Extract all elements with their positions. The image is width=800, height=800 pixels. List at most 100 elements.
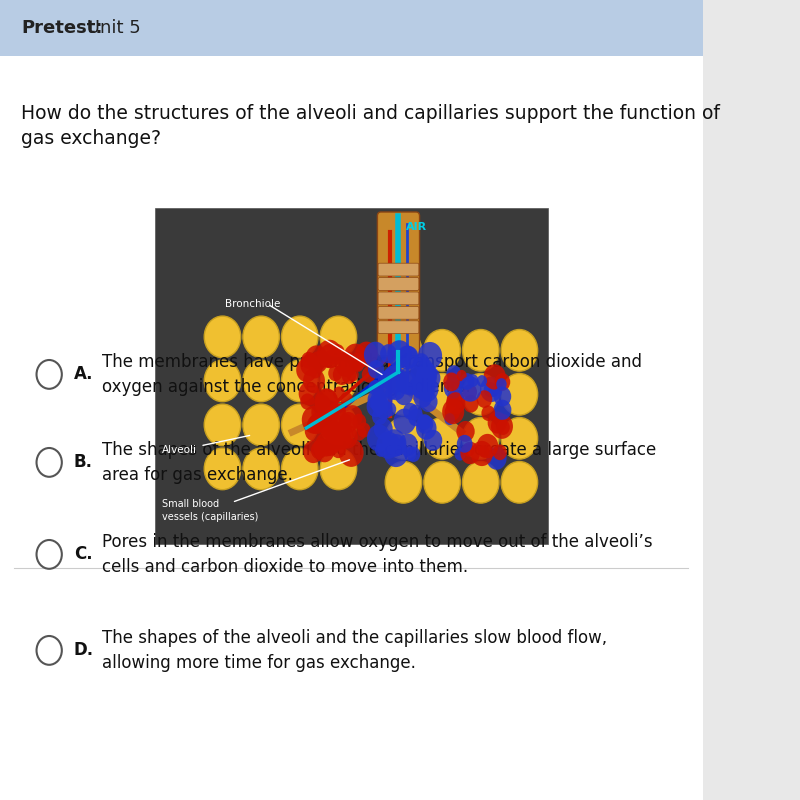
FancyBboxPatch shape bbox=[154, 208, 548, 544]
Circle shape bbox=[328, 366, 342, 382]
Circle shape bbox=[488, 385, 499, 397]
FancyBboxPatch shape bbox=[0, 56, 702, 800]
Circle shape bbox=[370, 394, 389, 414]
Circle shape bbox=[333, 386, 345, 400]
Circle shape bbox=[282, 316, 318, 358]
Circle shape bbox=[414, 386, 432, 408]
Circle shape bbox=[460, 442, 480, 464]
Circle shape bbox=[409, 378, 424, 395]
Circle shape bbox=[324, 350, 338, 365]
Circle shape bbox=[478, 446, 490, 458]
Circle shape bbox=[329, 422, 354, 450]
Circle shape bbox=[424, 374, 460, 415]
Circle shape bbox=[338, 431, 351, 446]
Circle shape bbox=[395, 385, 413, 406]
Circle shape bbox=[419, 391, 438, 412]
Circle shape bbox=[457, 370, 466, 382]
Circle shape bbox=[477, 375, 487, 387]
Text: The shapes of the alveoli and the capillaries create a large surface
area for ga: The shapes of the alveoli and the capill… bbox=[102, 442, 656, 483]
Circle shape bbox=[418, 414, 431, 430]
Circle shape bbox=[462, 374, 499, 415]
Circle shape bbox=[449, 394, 460, 406]
Circle shape bbox=[385, 418, 422, 459]
Circle shape bbox=[204, 316, 241, 358]
Text: How do the structures of the alveoli and capillaries support the function of
gas: How do the structures of the alveoli and… bbox=[21, 104, 720, 148]
Circle shape bbox=[385, 386, 397, 400]
Circle shape bbox=[306, 346, 328, 371]
Circle shape bbox=[491, 414, 513, 439]
Circle shape bbox=[397, 371, 417, 394]
Circle shape bbox=[372, 382, 384, 394]
Text: Pretest:: Pretest: bbox=[21, 19, 102, 37]
Circle shape bbox=[442, 399, 464, 424]
Circle shape bbox=[378, 371, 393, 388]
Circle shape bbox=[355, 342, 378, 367]
Circle shape bbox=[462, 462, 499, 503]
Circle shape bbox=[408, 409, 423, 426]
Circle shape bbox=[364, 342, 387, 368]
Circle shape bbox=[368, 360, 384, 378]
Circle shape bbox=[483, 364, 506, 390]
Circle shape bbox=[477, 390, 492, 408]
Circle shape bbox=[493, 444, 507, 460]
Circle shape bbox=[446, 372, 463, 390]
Circle shape bbox=[494, 373, 510, 391]
Circle shape bbox=[325, 432, 343, 453]
Circle shape bbox=[443, 373, 460, 391]
Circle shape bbox=[444, 378, 462, 398]
Circle shape bbox=[362, 366, 376, 382]
Circle shape bbox=[339, 412, 358, 433]
Circle shape bbox=[338, 438, 364, 467]
Circle shape bbox=[352, 414, 366, 430]
Circle shape bbox=[477, 434, 498, 458]
Circle shape bbox=[415, 375, 434, 398]
Circle shape bbox=[409, 405, 422, 420]
Circle shape bbox=[457, 435, 473, 453]
Circle shape bbox=[416, 377, 438, 402]
Circle shape bbox=[319, 344, 341, 368]
Circle shape bbox=[446, 366, 461, 382]
Circle shape bbox=[447, 389, 465, 409]
Circle shape bbox=[411, 375, 432, 399]
Circle shape bbox=[316, 389, 338, 413]
Circle shape bbox=[375, 443, 386, 457]
Circle shape bbox=[333, 364, 351, 385]
Circle shape bbox=[314, 438, 329, 455]
Circle shape bbox=[384, 402, 396, 416]
Circle shape bbox=[403, 403, 418, 420]
Circle shape bbox=[331, 403, 346, 420]
FancyBboxPatch shape bbox=[0, 0, 702, 56]
Circle shape bbox=[330, 441, 346, 458]
Circle shape bbox=[309, 413, 327, 434]
Circle shape bbox=[369, 380, 382, 395]
Circle shape bbox=[302, 406, 326, 434]
Circle shape bbox=[243, 448, 279, 490]
Circle shape bbox=[301, 352, 316, 369]
Circle shape bbox=[346, 368, 358, 382]
Circle shape bbox=[320, 448, 357, 490]
Circle shape bbox=[417, 414, 433, 434]
Circle shape bbox=[350, 353, 366, 370]
Circle shape bbox=[399, 365, 425, 394]
Circle shape bbox=[314, 440, 334, 462]
Circle shape bbox=[424, 418, 460, 459]
Circle shape bbox=[377, 432, 400, 458]
Circle shape bbox=[376, 400, 393, 419]
Circle shape bbox=[454, 448, 466, 461]
Circle shape bbox=[370, 388, 393, 413]
Circle shape bbox=[330, 344, 345, 361]
Circle shape bbox=[318, 430, 341, 456]
Circle shape bbox=[314, 394, 330, 412]
Circle shape bbox=[420, 380, 436, 398]
Circle shape bbox=[338, 352, 350, 366]
Circle shape bbox=[340, 392, 353, 406]
Circle shape bbox=[320, 404, 357, 446]
Circle shape bbox=[374, 418, 393, 440]
Circle shape bbox=[459, 376, 482, 402]
Circle shape bbox=[317, 340, 342, 368]
FancyBboxPatch shape bbox=[378, 321, 419, 334]
Circle shape bbox=[319, 415, 338, 437]
FancyBboxPatch shape bbox=[378, 306, 419, 319]
FancyBboxPatch shape bbox=[378, 278, 419, 290]
Circle shape bbox=[456, 421, 474, 442]
